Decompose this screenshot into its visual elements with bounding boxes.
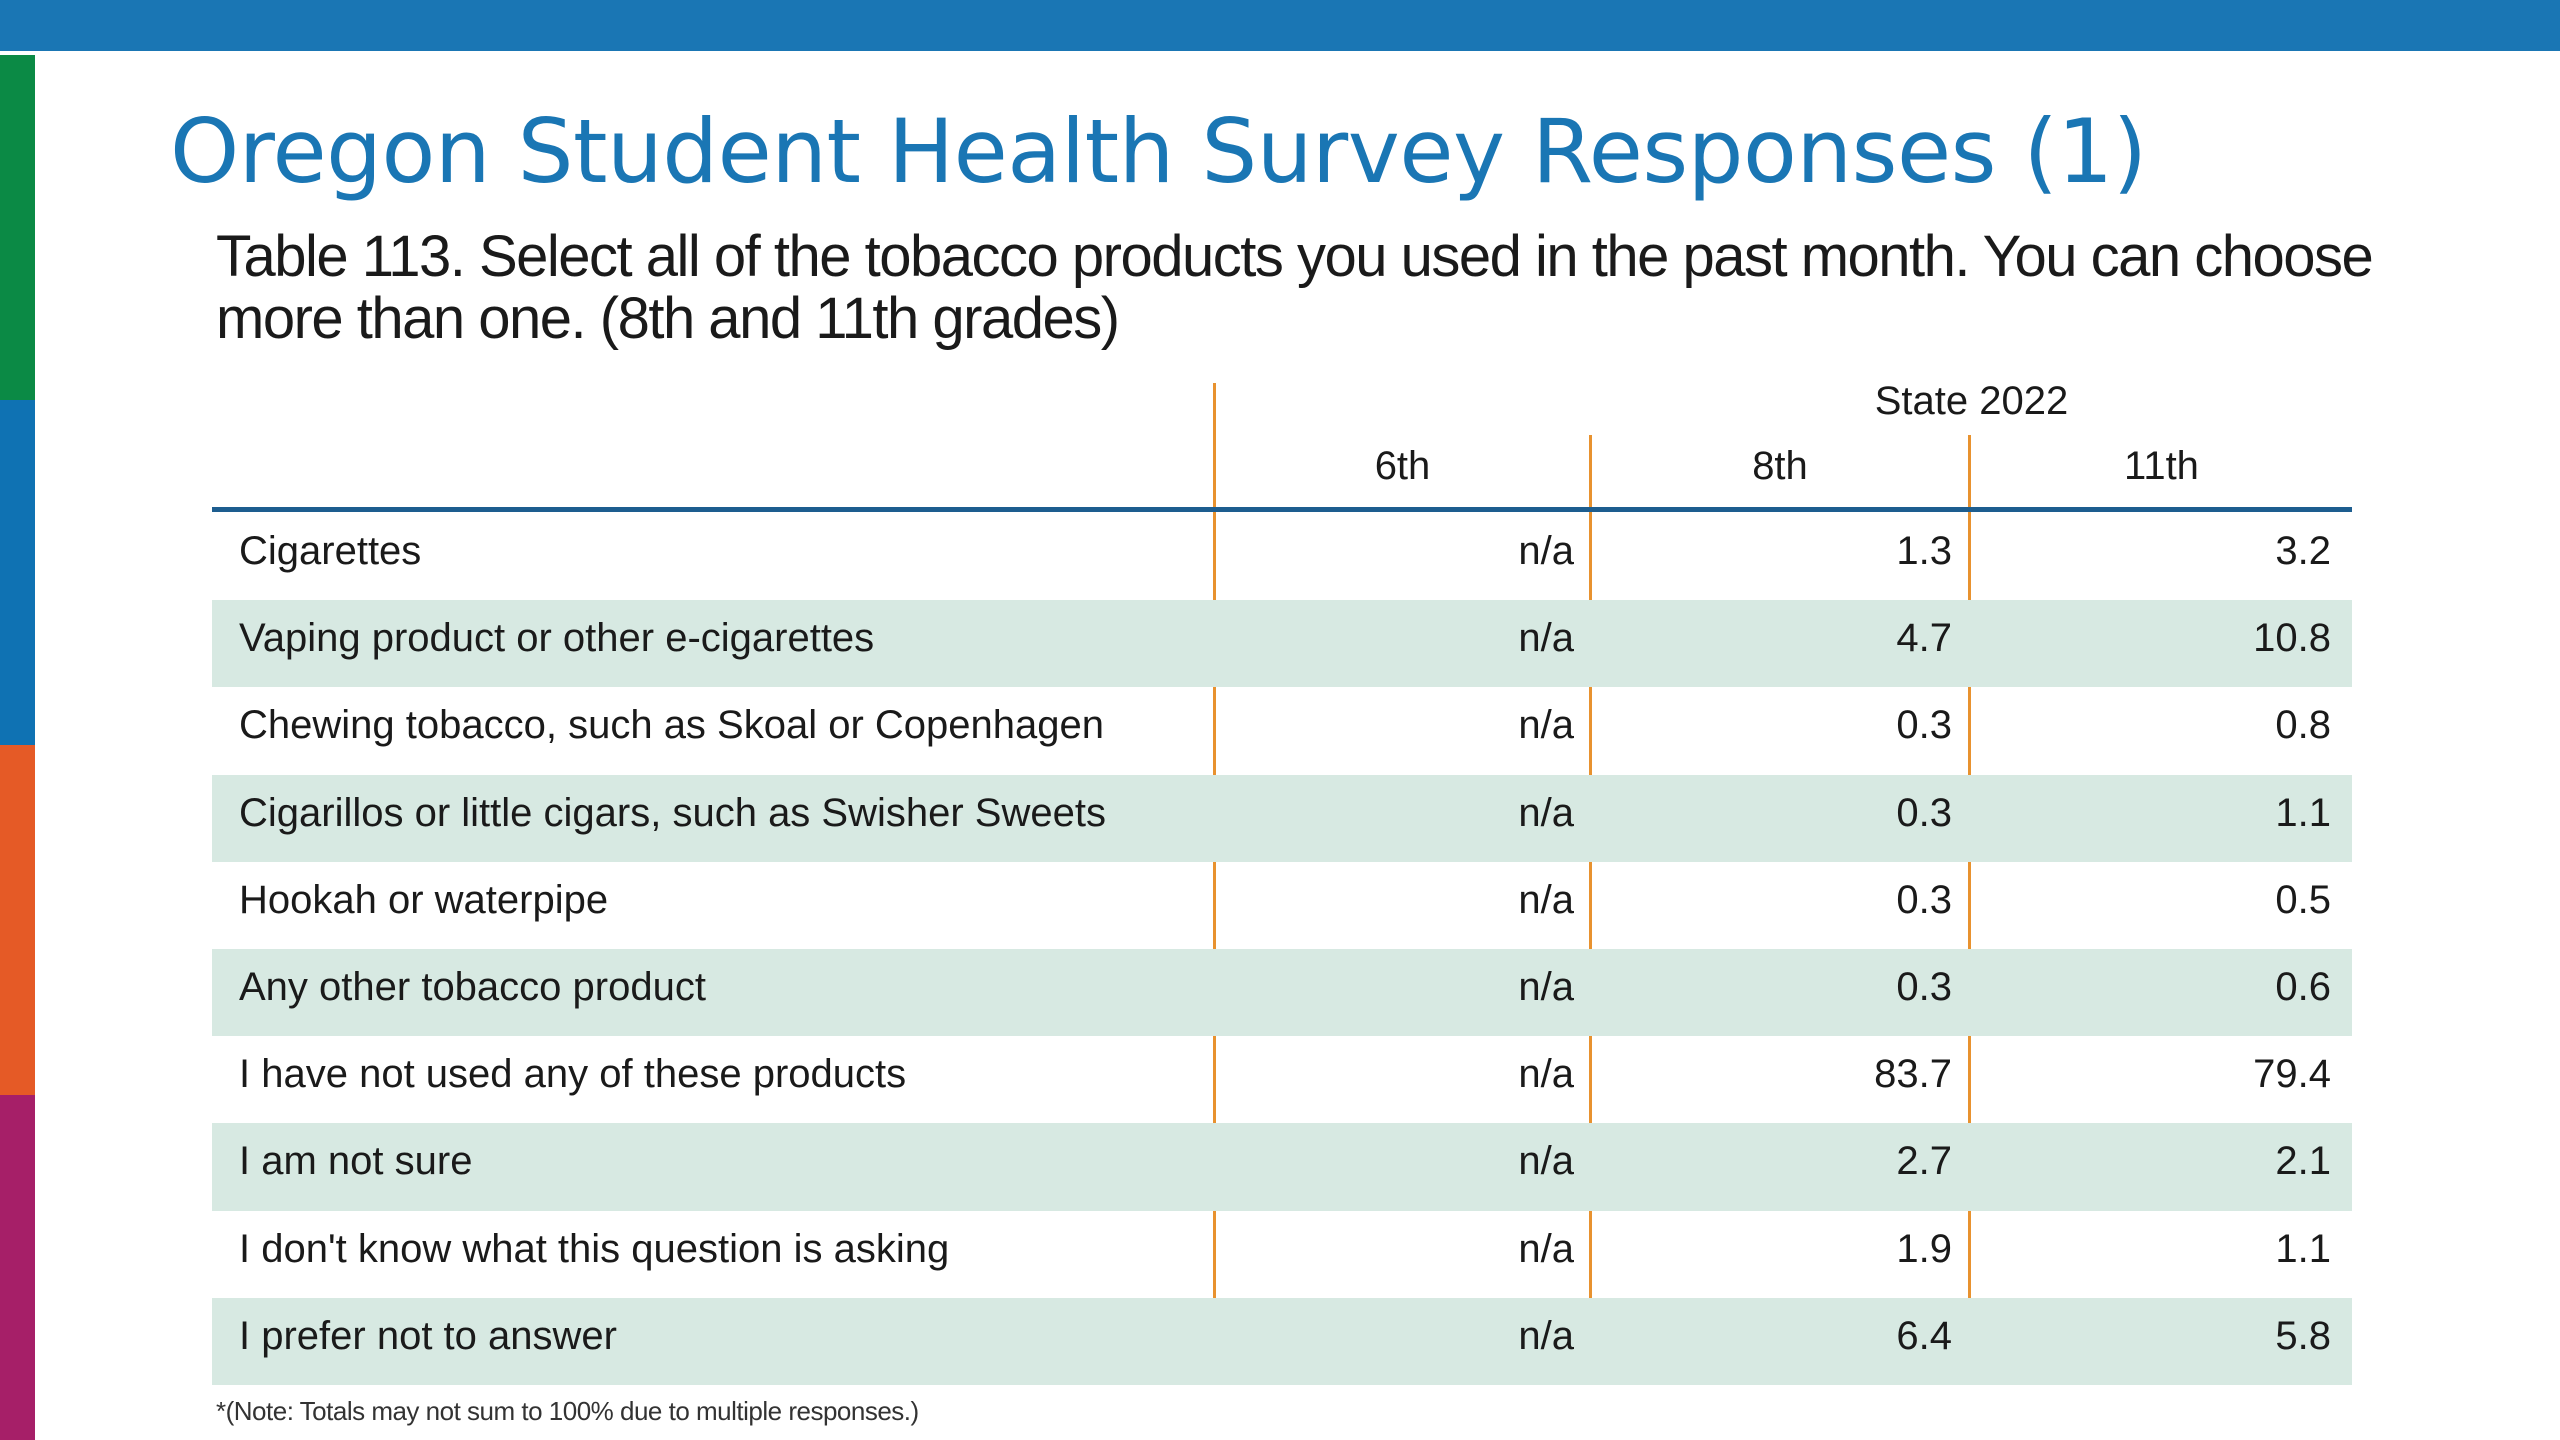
- cell-11th: 1.1: [2275, 790, 2331, 835]
- row-label: I don't know what this question is askin…: [239, 1226, 950, 1271]
- table-row: I am not sure n/a 2.7 2.1: [212, 1123, 2352, 1211]
- table-row: Hookah or waterpipe n/a 0.3 0.5: [212, 862, 2352, 949]
- cell-6th: n/a: [1518, 703, 1574, 748]
- column-divider: [1589, 435, 1592, 1380]
- row-label: I have not used any of these products: [239, 1052, 907, 1097]
- table-row: I prefer not to answer n/a 6.4 5.8: [212, 1297, 2352, 1385]
- cell-6th: n/a: [1518, 529, 1574, 573]
- footnote: *(Note: Totals may not sum to 100% due t…: [216, 1396, 919, 1426]
- cell-6th: n/a: [1518, 877, 1574, 922]
- cell-8th: 0.3: [1896, 790, 1952, 835]
- column-divider: [1968, 435, 1971, 1380]
- table-row: Any other tobacco product n/a 0.3 0.6: [212, 948, 2352, 1037]
- table-caption: Table 113. Select all of the tobacco pro…: [216, 224, 2374, 351]
- top-accent-bar: [0, 0, 2560, 51]
- table-row: I have not used any of these products n/a…: [212, 1036, 2352, 1123]
- row-label: Cigarettes: [239, 529, 422, 573]
- slide-title: Oregon Student Health Survey Responses (…: [170, 100, 2147, 203]
- cell-11th: 2.1: [2275, 1139, 2331, 1184]
- column-divider: [1213, 383, 1216, 1380]
- cell-11th: 0.8: [2275, 703, 2331, 748]
- cell-8th: 0.3: [1896, 964, 1952, 1009]
- cell-8th: 0.3: [1896, 877, 1952, 922]
- header-rule: [212, 507, 2352, 512]
- group-header-label: State 2022: [1874, 379, 2069, 423]
- row-label: Chewing tobacco, such as Skoal or Copenh…: [239, 703, 1104, 748]
- column-header-8th: 8th: [1752, 444, 1808, 488]
- row-label: I am not sure: [239, 1139, 473, 1184]
- cell-11th: 0.6: [2275, 964, 2331, 1009]
- table-row: Vaping product or other e-cigarettes n/a 4…: [212, 600, 2352, 688]
- table-row: Cigarillos or little cigars, such as Swi…: [212, 774, 2352, 862]
- cell-11th: 79.4: [2253, 1052, 2331, 1097]
- row-label: Vaping product or other e-cigarettes: [239, 616, 875, 661]
- table-row: Cigarettes n/a 1.3 3.2: [212, 513, 2352, 600]
- cell-8th: 1.9: [1896, 1226, 1952, 1271]
- row-label: Hookah or waterpipe: [239, 877, 609, 922]
- cell-8th: 4.7: [1896, 616, 1952, 661]
- cell-11th: 10.8: [2253, 616, 2331, 661]
- cell-11th: 3.2: [2275, 529, 2331, 573]
- row-label: Cigarillos or little cigars, such as Swi…: [239, 790, 1106, 835]
- cell-6th: n/a: [1518, 1313, 1574, 1358]
- row-label: Any other tobacco product: [239, 964, 706, 1009]
- cell-11th: 0.5: [2275, 877, 2331, 922]
- row-label: I prefer not to answer: [239, 1313, 617, 1358]
- cell-8th: 1.3: [1896, 529, 1952, 573]
- cell-6th: n/a: [1518, 616, 1574, 661]
- table-row: I don't know what this question is askin…: [212, 1211, 2352, 1298]
- cell-8th: 83.7: [1874, 1052, 1952, 1097]
- cell-8th: 2.7: [1896, 1139, 1952, 1184]
- data-table: State 2022 6th 8th 11th Cigarettes n/a 1.3…: [212, 375, 2352, 1385]
- cell-6th: n/a: [1518, 1139, 1574, 1184]
- table-body: Cigarettes n/a 1.3 3.2 Vaping product or oth…: [212, 513, 2352, 1385]
- group-header: State 2022: [1592, 375, 2560, 427]
- left-stripe-green: [0, 55, 35, 400]
- column-header-11th: 11th: [2124, 444, 2199, 488]
- cell-6th: n/a: [1518, 1226, 1574, 1271]
- table-row: Chewing tobacco, such as Skoal or Copenh…: [212, 687, 2352, 774]
- cell-6th: n/a: [1518, 964, 1574, 1009]
- cell-6th: n/a: [1518, 790, 1574, 835]
- column-header-6th: 6th: [1374, 444, 1431, 488]
- cell-8th: 0.3: [1896, 703, 1952, 748]
- cell-11th: 5.8: [2275, 1313, 2331, 1358]
- cell-6th: n/a: [1518, 1052, 1574, 1097]
- left-stripe-purple: [0, 1095, 35, 1440]
- left-stripe-blue: [0, 400, 35, 745]
- left-stripe-orange: [0, 745, 35, 1095]
- cell-11th: 1.1: [2275, 1226, 2331, 1271]
- cell-8th: 6.4: [1896, 1313, 1952, 1358]
